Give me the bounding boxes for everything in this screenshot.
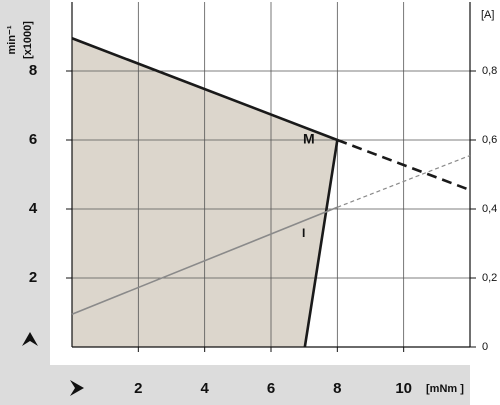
- y-tick-label: 8: [29, 62, 37, 79]
- plot-area: [71, 2, 471, 348]
- left-band: [0, 0, 50, 405]
- y2-tick-label: 0,8: [482, 65, 497, 77]
- x-tick-label: 6: [267, 380, 275, 397]
- y-tick-label: 4: [29, 200, 38, 217]
- y-axis-unit: [x1000]: [22, 21, 34, 59]
- y-tick-label: 6: [29, 131, 37, 148]
- y2-tick-label: 0: [482, 341, 488, 353]
- annotation: M: [303, 131, 315, 147]
- annotation: I: [302, 226, 305, 240]
- x-tick-label: 4: [200, 380, 209, 397]
- x-arrow: [70, 380, 84, 396]
- y2-axis-label: [A]: [481, 9, 494, 21]
- x-tick-label: 8: [333, 380, 341, 397]
- y-axis-label: min⁻¹: [6, 25, 18, 54]
- y-tick-label: 2: [29, 269, 37, 286]
- y2-tick-label: 0,6: [482, 134, 497, 146]
- line-series: [303, 139, 339, 348]
- y2-tick-label: 0,2: [482, 272, 497, 284]
- line-series: [71, 37, 338, 142]
- x-axis-label: [mNm ]: [426, 383, 464, 395]
- line-series: [336, 138, 471, 192]
- y-arrow: [22, 332, 38, 346]
- line-series: [337, 154, 471, 208]
- x-tick-label: 2: [134, 380, 142, 397]
- bottom-band: [50, 365, 470, 405]
- x-tick-label: 10: [395, 380, 412, 397]
- line-series: [71, 206, 338, 315]
- y2-tick-label: 0,4: [482, 203, 497, 215]
